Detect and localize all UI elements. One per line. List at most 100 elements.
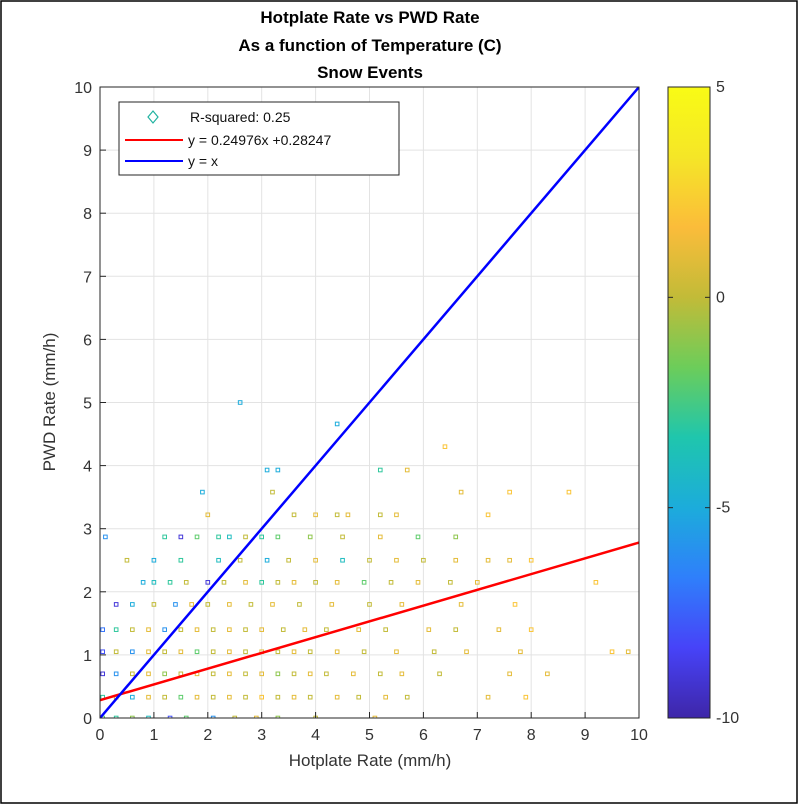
- scatter-point: [264, 557, 270, 563]
- x-tick-label: 0: [96, 727, 105, 744]
- scatter-point: [227, 694, 232, 700]
- scatter-point: [394, 649, 399, 655]
- x-tick-label: 2: [203, 727, 212, 744]
- scatter-point: [334, 649, 340, 655]
- scatter-point: [566, 489, 572, 495]
- scatter-point: [485, 512, 491, 518]
- scatter-point: [243, 671, 248, 677]
- scatter-point: [259, 627, 264, 632]
- scatter-point: [237, 400, 243, 405]
- scatter-point: [475, 580, 480, 585]
- scatter-point: [437, 671, 442, 677]
- scatter-point: [113, 671, 119, 677]
- scatter-point: [113, 627, 119, 632]
- scatter-point: [307, 671, 313, 677]
- y-tick-label: 3: [83, 522, 92, 539]
- scatter-point: [146, 694, 151, 700]
- scatter-point: [291, 694, 297, 700]
- scatter-point: [275, 715, 281, 718]
- y-tick-label: 8: [83, 206, 92, 223]
- axis-ticks: 0 1 2 3 4 5 6 7 8 9 10 0 1 2 3 4 5 6 7 8 9 10: [74, 80, 648, 744]
- colorbar-tick-label: 0: [716, 289, 725, 306]
- x-tick-label: 1: [149, 727, 158, 744]
- scatter-point: [377, 671, 383, 677]
- scatter-point: [545, 671, 550, 677]
- scatter-point: [205, 580, 211, 585]
- scatter-point: [146, 671, 151, 677]
- scatter-point: [205, 602, 211, 607]
- scatter-point: [113, 649, 119, 655]
- scatter-point: [270, 489, 275, 495]
- x-tick-label: 8: [527, 727, 536, 744]
- scatter-point: [377, 467, 383, 473]
- y-axis-label: PWD Rate (mm/h): [40, 333, 59, 472]
- title-line-3: Snow Events: [317, 63, 423, 82]
- scatter-point: [173, 602, 178, 607]
- scatter-point: [313, 512, 318, 518]
- scatter-point: [130, 671, 135, 677]
- scatter-point: [512, 602, 518, 607]
- scatter-point: [167, 580, 173, 585]
- scatter-point: [200, 489, 205, 495]
- scatter-point: [162, 671, 167, 677]
- scatter-point: [377, 512, 383, 518]
- scatter-point: [367, 602, 372, 607]
- scatter-point: [162, 627, 167, 632]
- scatter-point: [275, 534, 281, 540]
- colorbar-ticks: 5 0 -5 -10: [668, 79, 739, 727]
- legend-box: [118, 101, 400, 176]
- scatter-point: [151, 602, 157, 607]
- y-tick-label: 6: [83, 332, 92, 349]
- x-tick-label: 3: [257, 727, 266, 744]
- scatter-point: [275, 467, 281, 473]
- scatter-point: [453, 627, 459, 632]
- scatter-point: [404, 467, 410, 473]
- scatter-point: [453, 557, 459, 563]
- scatter-point: [518, 649, 523, 655]
- legend-marker-diamond: [147, 110, 159, 124]
- scatter-point: [291, 580, 297, 585]
- scatter-point: [210, 671, 216, 677]
- title-line-2: As a function of Temperature (C): [238, 36, 501, 55]
- scatter-point: [178, 694, 184, 700]
- scatter-point: [275, 694, 281, 700]
- y-tick-label: 1: [83, 648, 92, 665]
- scatter-point: [194, 534, 200, 540]
- scatter-point: [210, 649, 216, 655]
- identity-line: [100, 87, 639, 718]
- scatter-point: [528, 557, 534, 563]
- scatter-point: [609, 649, 615, 655]
- scatter-point: [340, 557, 345, 563]
- scatter-point: [291, 649, 297, 655]
- scatter-point: [162, 694, 167, 700]
- scatter-point: [458, 489, 464, 495]
- scatter-point: [372, 715, 378, 718]
- legend-label-fit: y = 0.24976x +0.28247: [188, 132, 331, 148]
- scatter-point: [367, 557, 372, 563]
- scatter-point: [140, 580, 146, 585]
- legend: R-squared: 0.25 y = 0.24976x +0.28247 y …: [118, 101, 400, 176]
- scatter-point: [286, 557, 291, 563]
- scatter-point: [507, 489, 512, 495]
- scatter-point: [275, 649, 281, 655]
- colorbar-tick-label: -5: [716, 500, 730, 517]
- x-tick-label: 9: [581, 727, 590, 744]
- scatter-point: [275, 671, 281, 677]
- scatter-point: [377, 534, 383, 540]
- scatter-point: [415, 580, 421, 585]
- scatter-point: [426, 627, 432, 632]
- scatter-point: [394, 512, 399, 518]
- scatter-point: [243, 649, 248, 655]
- scatter-point: [146, 649, 151, 655]
- scatter-point: [210, 694, 216, 700]
- colorbar-tick-label: 5: [716, 79, 725, 96]
- scatter-point: [210, 715, 216, 718]
- y-tick-label: 5: [83, 396, 92, 413]
- scatter-point: [507, 671, 512, 677]
- chart-title: Hotplate Rate vs PWD Rate As a function …: [238, 8, 501, 82]
- scatter-point: [100, 671, 105, 677]
- scatter-point: [183, 715, 189, 718]
- scatter-point: [178, 534, 184, 540]
- scatter-point: [146, 715, 151, 718]
- scatter-point: [162, 649, 167, 655]
